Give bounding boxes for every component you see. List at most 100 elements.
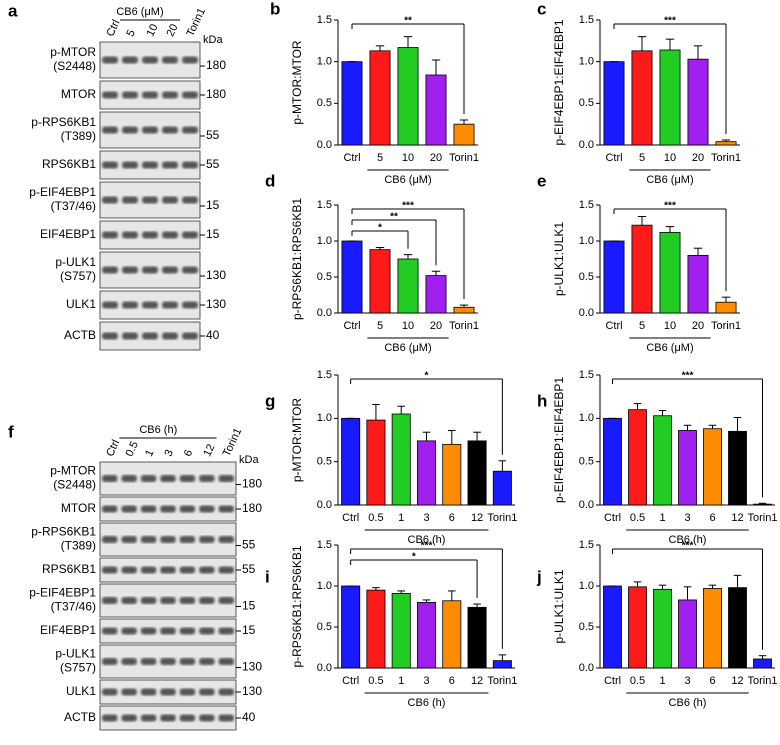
bar — [603, 417, 622, 506]
band — [121, 658, 137, 665]
x-tick-label: 3 — [684, 512, 690, 524]
lane-label: 0.5 — [124, 440, 141, 459]
group-label: CB6 (μM) — [646, 174, 693, 186]
y-tick-label: 0.0 — [317, 499, 332, 511]
bar — [341, 61, 363, 146]
y-axis-label: p-MTOR:MTOR — [290, 398, 304, 483]
x-tick-label: Torin1 — [449, 320, 479, 332]
panel-letter: i — [265, 567, 270, 586]
y-tick-label: 0.0 — [579, 307, 594, 319]
band — [140, 566, 157, 574]
band — [101, 714, 118, 722]
band — [182, 126, 198, 134]
y-tick-label: 0.5 — [317, 97, 332, 109]
bar — [603, 585, 622, 669]
significance: * — [425, 371, 429, 382]
band — [140, 627, 157, 635]
bar — [603, 61, 625, 146]
x-tick-label: 0.5 — [630, 675, 645, 687]
band — [160, 714, 176, 722]
lane-label: Ctrl — [104, 438, 122, 459]
x-tick-label: 6 — [709, 675, 715, 687]
band — [140, 658, 157, 665]
band — [162, 231, 178, 239]
x-tick-label: 12 — [471, 512, 483, 524]
band — [179, 475, 196, 482]
band — [218, 714, 235, 722]
protein-label: (T389) — [61, 539, 96, 553]
bar — [397, 47, 419, 146]
x-tick-label: Ctrl — [342, 675, 359, 687]
band — [218, 627, 235, 635]
x-tick-label: 5 — [377, 320, 383, 332]
protein-label: p-MTOR — [50, 45, 96, 59]
bar — [753, 658, 772, 669]
protein-label: ACTB — [64, 710, 96, 724]
protein-label: (S757) — [60, 661, 96, 675]
band — [160, 505, 176, 513]
panel-letter: g — [265, 391, 275, 410]
bar — [425, 74, 447, 146]
y-tick-label: 1.5 — [579, 199, 594, 211]
x-tick-label: 0.5 — [368, 512, 383, 524]
y-tick-label: 0.5 — [317, 621, 332, 633]
bar — [715, 141, 737, 146]
band — [101, 688, 118, 696]
kda-marker: 180 — [242, 501, 262, 515]
x-tick-label: Ctrl — [343, 152, 360, 164]
significance: *** — [664, 201, 676, 212]
y-tick-label: 0.5 — [579, 621, 594, 633]
bar — [492, 470, 512, 506]
y-tick-label: 1.5 — [579, 14, 594, 26]
bar — [631, 224, 653, 314]
protein-label: RPS6KB1 — [42, 562, 96, 576]
band — [218, 536, 235, 543]
y-tick-label: 0.5 — [317, 456, 332, 468]
x-tick-label: Ctrl — [343, 320, 360, 332]
protein-label: p-EIF4EBP1 — [29, 586, 96, 600]
lane-label: 5 — [124, 28, 137, 39]
bar — [341, 585, 361, 669]
y-tick-label: 1.5 — [579, 539, 594, 551]
band — [122, 161, 138, 169]
x-tick-label: 10 — [402, 320, 414, 332]
band — [160, 536, 176, 543]
y-tick-label: 0.0 — [317, 307, 332, 319]
bar — [391, 413, 411, 506]
band — [142, 196, 158, 204]
group-label: CB6 (μM) — [384, 342, 431, 354]
band — [199, 627, 215, 635]
band — [122, 91, 138, 99]
x-tick-label: 1 — [659, 512, 665, 524]
bar — [687, 254, 709, 314]
x-tick-label: 3 — [423, 675, 429, 687]
y-axis-label: p-MTOR:MTOR — [290, 40, 304, 125]
band — [179, 505, 196, 513]
band — [102, 301, 118, 309]
band — [121, 597, 137, 604]
group-label: CB6 (h) — [408, 534, 446, 546]
significance: * — [378, 223, 382, 234]
bar — [369, 249, 391, 314]
band — [101, 658, 118, 665]
bar — [369, 50, 391, 146]
bar — [687, 58, 709, 146]
kda-marker: 130 — [242, 684, 262, 698]
panel-letter: f — [8, 422, 14, 441]
y-tick-label: 0.0 — [579, 662, 594, 674]
band — [102, 126, 118, 134]
band — [121, 566, 137, 574]
band — [140, 688, 157, 696]
protein-label: EIF4EBP1 — [40, 227, 96, 241]
band — [142, 56, 158, 64]
band — [162, 196, 178, 204]
x-tick-label: 6 — [449, 512, 455, 524]
x-tick-label: 12 — [731, 675, 743, 687]
band — [122, 301, 138, 309]
band — [122, 266, 138, 274]
y-tick-label: 1.0 — [579, 412, 594, 424]
band — [160, 597, 176, 604]
bar — [603, 240, 625, 314]
band — [218, 505, 235, 513]
protein-label: (S757) — [60, 269, 96, 283]
